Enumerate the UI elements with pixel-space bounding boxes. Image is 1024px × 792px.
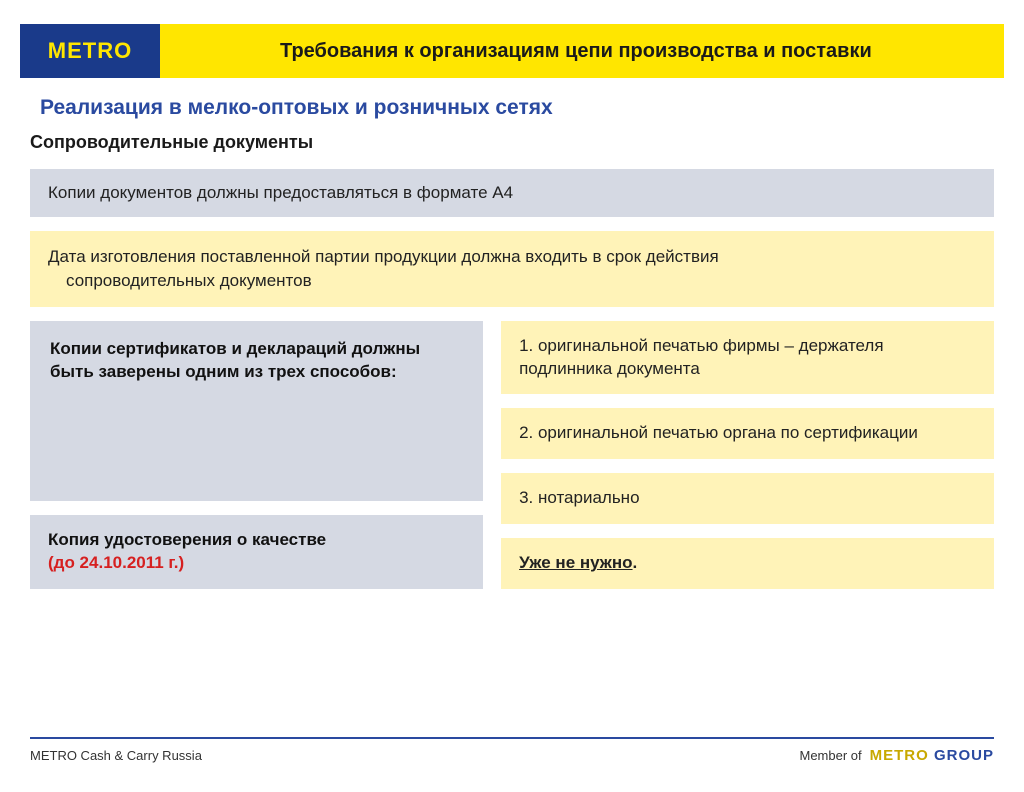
metro-logo: METRO xyxy=(20,24,160,78)
method-option-3: 3. нотариально xyxy=(501,473,994,524)
left-column: Копии сертификатов и деклараций должны б… xyxy=(30,321,483,590)
cert-methods-heading: Копии сертификатов и деклараций должны б… xyxy=(30,321,483,502)
info-box-date-line2: сопроводительных документов xyxy=(48,269,976,293)
footer-company: METRO Cash & Carry Russia xyxy=(30,748,202,763)
section-heading: Сопроводительные документы xyxy=(30,132,1024,153)
metro-group-logo: METRO GROUP xyxy=(870,747,994,764)
method-option-2: 2. оригинальной печатью органа по сертиф… xyxy=(501,408,994,459)
quality-cert-date: (до 24.10.2011 г.) xyxy=(48,553,184,572)
not-needed-box: Уже не нужно. xyxy=(501,538,994,589)
header: METRO Требования к организациям цепи про… xyxy=(20,24,1004,78)
page-subtitle: Реализация в мелко-оптовых и розничных с… xyxy=(40,96,1024,120)
quality-cert-line1: Копия удостоверения о качестве xyxy=(48,530,326,549)
footer: METRO Cash & Carry Russia Member of METR… xyxy=(30,737,994,764)
header-title: Требования к организациям цепи производс… xyxy=(160,24,1004,78)
content-area: Копии документов должны предоставляться … xyxy=(30,169,994,589)
quality-cert-box: Копия удостоверения о качестве (до 24.10… xyxy=(30,515,483,589)
right-column: 1. оригинальной печатью фирмы – держател… xyxy=(501,321,994,590)
info-box-a4: Копии документов должны предоставляться … xyxy=(30,169,994,217)
info-box-date-line1: Дата изготовления поставленной партии пр… xyxy=(48,247,719,266)
footer-member-of: Member of xyxy=(800,748,862,763)
not-needed-text: Уже не нужно xyxy=(519,553,632,572)
footer-right: Member of METRO GROUP xyxy=(800,747,995,764)
footer-logo-group: GROUP xyxy=(934,747,994,764)
info-box-date: Дата изготовления поставленной партии пр… xyxy=(30,231,994,307)
method-option-1: 1. оригинальной печатью фирмы – держател… xyxy=(501,321,994,395)
two-column-layout: Копии сертификатов и деклараций должны б… xyxy=(30,321,994,590)
footer-logo-metro: METRO xyxy=(870,747,929,764)
